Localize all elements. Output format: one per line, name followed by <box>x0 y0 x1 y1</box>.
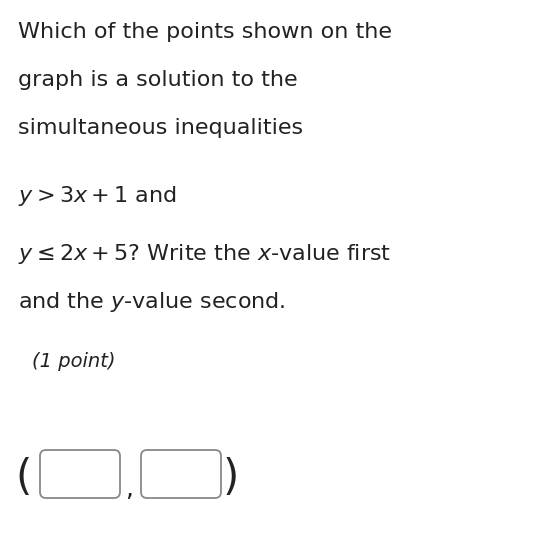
Text: simultaneous inequalities: simultaneous inequalities <box>18 118 303 138</box>
FancyBboxPatch shape <box>141 450 221 498</box>
Text: (1 point): (1 point) <box>32 352 116 371</box>
Text: (: ( <box>15 457 31 499</box>
Text: ): ) <box>223 457 239 499</box>
Text: $y > 3x + 1$ and: $y > 3x + 1$ and <box>18 184 177 208</box>
Text: Which of the points shown on the: Which of the points shown on the <box>18 22 392 42</box>
Text: $y \leq 2x + 5$? Write the $x$-value first: $y \leq 2x + 5$? Write the $x$-value fir… <box>18 242 391 266</box>
FancyBboxPatch shape <box>40 450 120 498</box>
Text: graph is a solution to the: graph is a solution to the <box>18 70 298 90</box>
Text: and the $y$-value second.: and the $y$-value second. <box>18 290 285 314</box>
Text: ,: , <box>125 476 133 500</box>
